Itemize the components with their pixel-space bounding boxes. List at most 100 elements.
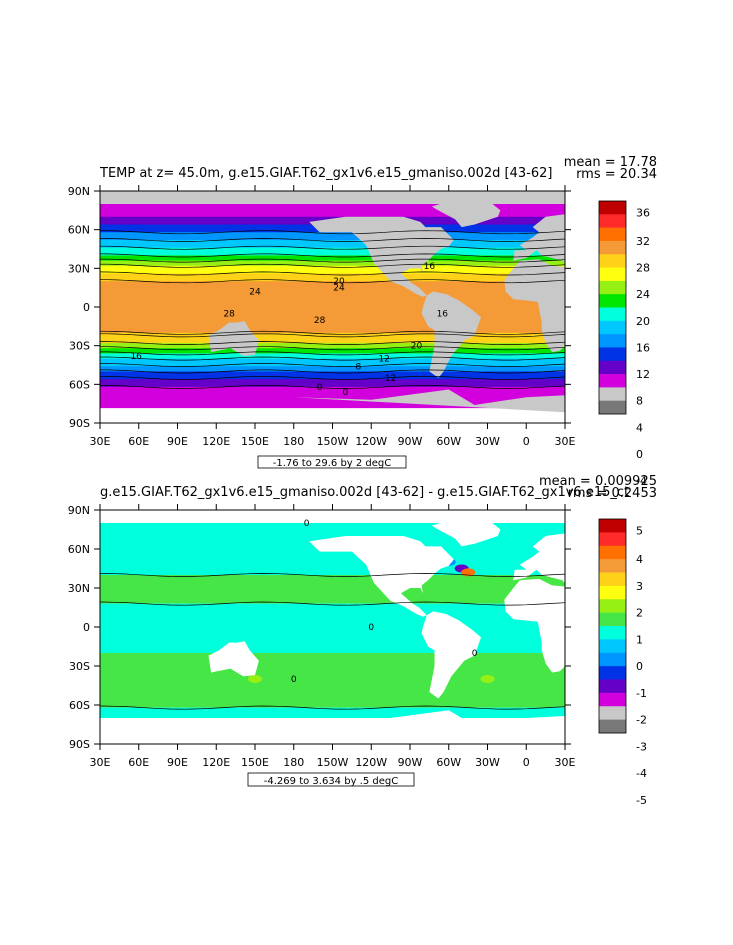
contour-label: 8 [355, 362, 361, 372]
x-tick-label: 60E [128, 435, 149, 448]
contour-label: 0 [343, 388, 349, 398]
contour-label: 0 [368, 623, 374, 633]
contour-label: 0 [291, 675, 297, 685]
colorbar-swatch [599, 666, 626, 680]
contour-label: 12 [378, 355, 389, 365]
contour-line [100, 375, 565, 380]
x-tick-label: 120W [355, 756, 387, 769]
temperature-band [100, 258, 565, 262]
temperature-band [100, 268, 565, 272]
temperature-band [100, 392, 565, 396]
landmass-americaS [421, 611, 482, 699]
temperature-band [100, 278, 565, 282]
contour-label: 16 [424, 262, 436, 272]
x-tick-label: 180 [283, 756, 304, 769]
contour-line [100, 333, 565, 338]
contour-label: 24 [249, 288, 261, 298]
temperature-band [100, 276, 565, 280]
landmass-greenland [431, 200, 501, 228]
temperature-band [100, 325, 565, 329]
x-tick-label: 90E [167, 756, 188, 769]
colorbar-label: 3 [636, 580, 643, 593]
temperature-band [100, 206, 565, 210]
temperature-band [100, 286, 565, 290]
colorbar-label: -4 [636, 475, 647, 488]
colorbar-swatch [599, 240, 626, 255]
colorbar-label: 20 [636, 315, 650, 328]
colorbar-swatch [599, 612, 626, 627]
temperature-band [100, 394, 565, 398]
x-tick-label: 90W [398, 756, 423, 769]
colorbar-label: -4 [636, 767, 647, 780]
x-tick-label: 120E [202, 435, 230, 448]
contour-line [100, 705, 565, 710]
arctic-cap [100, 191, 565, 204]
contour-label: 20 [411, 342, 423, 352]
stat-rms: rms = 20.34 [576, 167, 657, 182]
landmass-australia [208, 641, 259, 677]
landmass-americaN [309, 216, 454, 297]
colorbar-swatch [599, 360, 626, 375]
y-tick-label: 30N [68, 262, 90, 275]
temperature-band [100, 216, 565, 220]
x-tick-label: 150W [317, 756, 349, 769]
colorbar-label: 8 [636, 395, 643, 408]
contour-line [100, 385, 565, 389]
colorbar-swatch [599, 320, 626, 335]
contour-line [100, 279, 565, 284]
landmass-antarctica [293, 389, 565, 413]
contour-label: 0 [304, 519, 310, 529]
y-tick-label: 60N [68, 543, 90, 556]
temperature-band [100, 250, 565, 254]
landmass-eurasia [513, 533, 565, 584]
temperature-band [100, 309, 565, 313]
stat-mean: mean = 0.009925 [539, 474, 657, 489]
contour-line [100, 363, 565, 367]
colorbar-label: -5 [636, 794, 647, 807]
temperature-band [100, 368, 565, 373]
x-tick-label: 0 [523, 756, 530, 769]
colorbar-swatch [599, 639, 626, 654]
temperature-band [100, 203, 565, 208]
x-tick-label: 60W [436, 756, 461, 769]
temperature-band [100, 211, 565, 215]
y-tick-label: 30N [68, 582, 90, 595]
y-tick-label: 60S [69, 699, 90, 712]
x-tick-label: 90W [398, 435, 423, 448]
contour-line [100, 346, 565, 351]
colorbar-swatch [599, 227, 626, 242]
x-tick-label: 120W [355, 435, 387, 448]
temperature-band [100, 381, 565, 385]
colorbar-label: 0 [636, 448, 643, 461]
colorbar-label: 2 [636, 607, 643, 620]
temperature-band [100, 379, 565, 383]
temperature-band [100, 376, 565, 380]
contour-line [100, 263, 565, 268]
colorbar-swatch [599, 652, 626, 667]
x-tick-label: 30W [475, 435, 500, 448]
temperature-band [100, 350, 565, 354]
colorbar-label: -2 [636, 714, 647, 727]
temperature-band [100, 402, 565, 406]
contour-line [100, 341, 565, 345]
colorbar-swatch [599, 374, 626, 388]
x-tick-label: 30E [555, 435, 576, 448]
colorbar-label: 36 [636, 206, 650, 219]
colorbar-label: -3 [636, 740, 647, 753]
colorbar-swatch [599, 585, 626, 600]
temperature-band [100, 314, 565, 318]
temperature-band [100, 345, 565, 349]
temperature-band [100, 304, 565, 308]
temperature-band [100, 312, 565, 316]
colorbar-swatch [599, 679, 626, 694]
temperature-band [100, 366, 565, 370]
temperature-band [100, 374, 565, 378]
colorbar-swatch [599, 706, 626, 720]
colorbar-swatch [599, 294, 626, 308]
contour-line [100, 356, 565, 361]
colorbar-frame [598, 200, 627, 415]
contour-label: 28 [314, 316, 326, 326]
anomaly-band [100, 520, 565, 530]
colorbar-swatch [599, 334, 626, 348]
